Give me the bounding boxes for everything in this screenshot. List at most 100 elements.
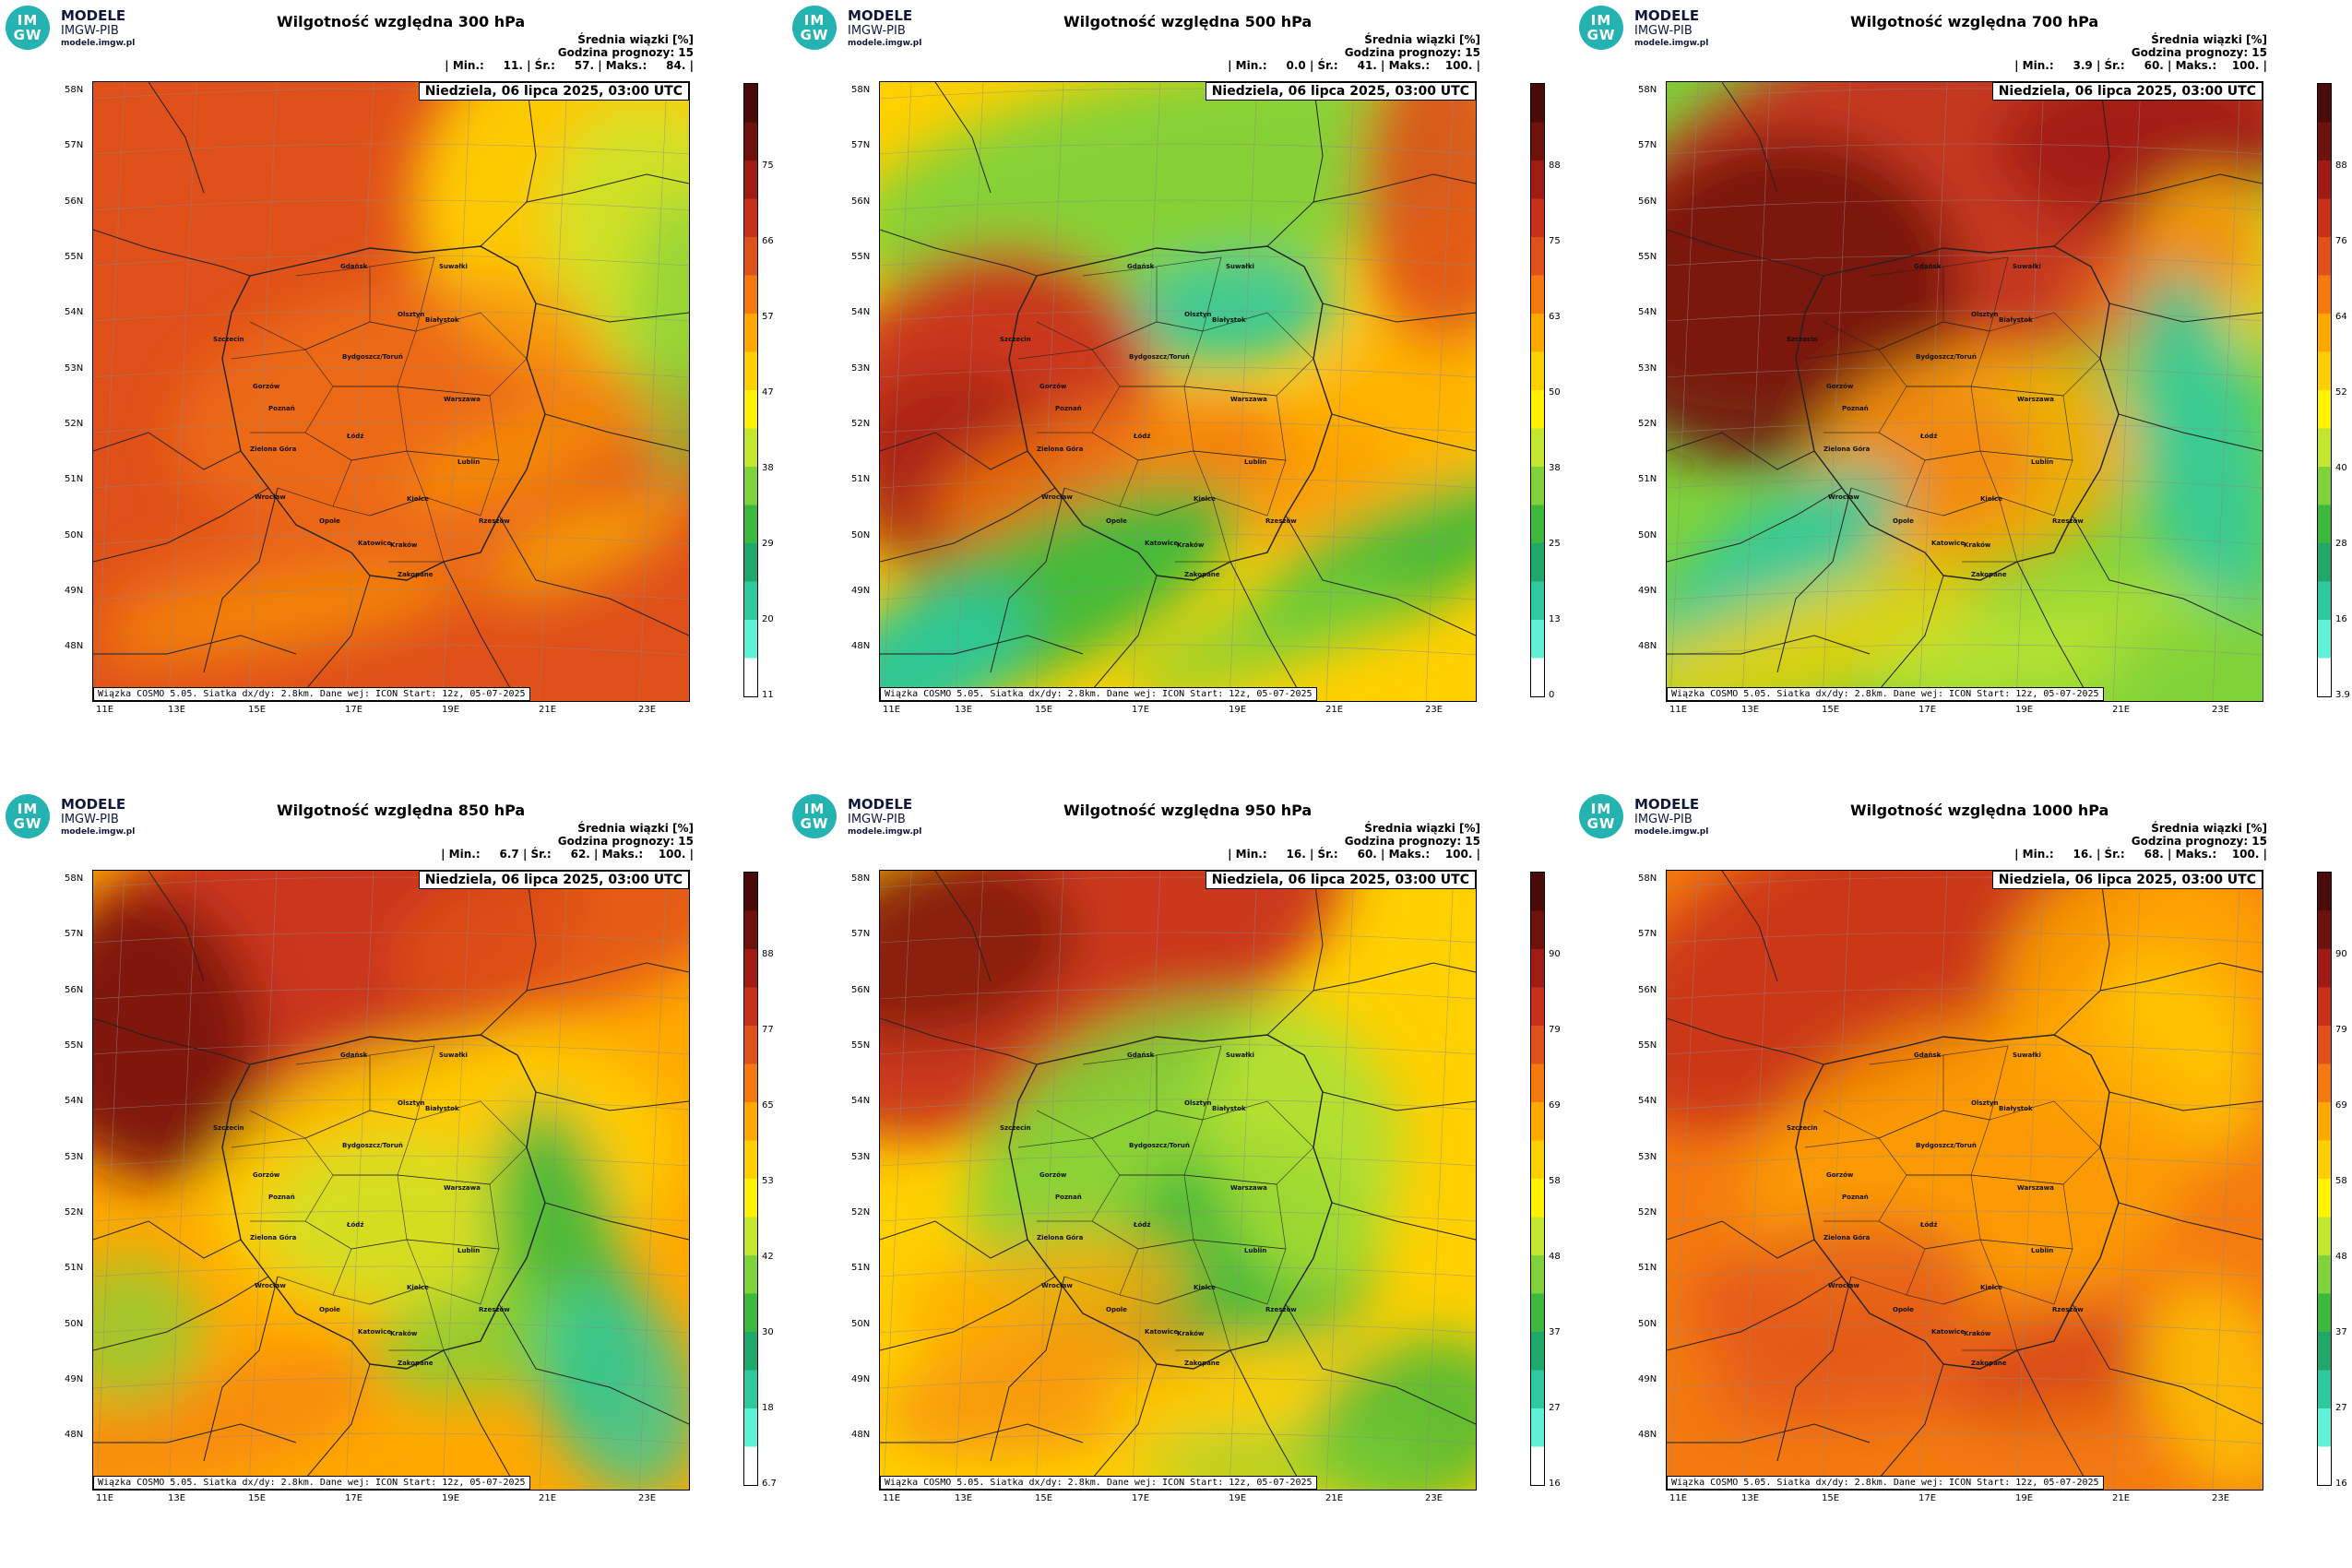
colorbar-tick: 0 (1549, 690, 1555, 700)
panel-title: Wilgotność względna 500 hPa (1063, 13, 1313, 30)
city-label: Lublin (2031, 458, 2054, 466)
city-label: Opole (1893, 517, 1914, 525)
longitude-label: 17E (345, 705, 363, 715)
latitude-label: 54N (65, 307, 84, 317)
city-label: Łódź (1920, 433, 1938, 440)
city-label: Lublin (2031, 1247, 2054, 1254)
latitude-label: 55N (1638, 1040, 1657, 1051)
longitude-label: 11E (883, 705, 901, 715)
longitude-label: 13E (955, 1493, 973, 1503)
city-label: Rzeszów (479, 517, 510, 525)
city-label: Poznań (1055, 405, 1082, 412)
latitude-label: 51N (65, 1263, 84, 1273)
city-label: Katowice (358, 540, 392, 547)
city-label: Zielona Góra (250, 1234, 297, 1241)
logo-circle-top: IM (1590, 801, 1612, 817)
city-label: Łódź (347, 1221, 364, 1229)
latitude-label: 57N (1638, 929, 1657, 939)
latitude-label: 49N (1638, 586, 1657, 596)
model-footer: Wiązka COSMO 5.05. Siatka dx/dy: 2.8km. … (1667, 1476, 2104, 1490)
longitude-label: 21E (1325, 705, 1344, 715)
stats-info: Średnia wiązki [%] Godzina prognozy: 15 | … (1228, 822, 1480, 861)
logo-line2: IMGW-PIB (61, 813, 119, 826)
latitude-label: 52N (851, 1207, 871, 1218)
stats-info: Średnia wiązki [%] Godzina prognozy: 15 | … (445, 33, 694, 72)
imgw-logo: IM GW MODELE IMGW-PIB modele.imgw.pl (792, 6, 931, 52)
latitude-label: 58N (851, 873, 871, 884)
borders (93, 871, 689, 1490)
colorbar-tick: 38 (1549, 463, 1561, 473)
colorbar-tick: 28 (2335, 539, 2347, 549)
city-label: Gdańsk (340, 1051, 368, 1059)
colorbar-tick: 6.7 (762, 1479, 777, 1489)
longitude-label: 23E (2212, 1493, 2230, 1503)
colorbar-tick: 69 (1549, 1100, 1561, 1111)
city-label: Suwałki (439, 263, 468, 270)
longitude-label: 21E (1325, 1493, 1344, 1503)
poland-border (1795, 1034, 2120, 1370)
humidity-field (93, 871, 689, 1490)
info-forecast-hour: Godzina prognozy: 15 (557, 46, 694, 59)
logo-circle-bottom: GW (1586, 815, 1616, 832)
longitude-label: 13E (1741, 1493, 1760, 1503)
colorbar-tick: 75 (762, 160, 774, 171)
city-label: Warszawa (444, 1184, 481, 1192)
graticule (880, 82, 1476, 701)
info-stats: | Min.: 16. | Śr.: 60. | Maks.: 100. | (1228, 848, 1480, 861)
latitude-label: 53N (851, 1152, 871, 1162)
poland-border (221, 245, 546, 581)
city-label: Szczecin (213, 336, 244, 343)
graticule (880, 871, 1476, 1490)
colorbar-tick: 37 (1549, 1327, 1561, 1337)
city-label: Zielona Góra (1823, 1234, 1871, 1241)
colorbar-tick: 25 (1549, 539, 1561, 549)
city-label: Gdańsk (1914, 1051, 1942, 1059)
longitude-label: 15E (1822, 705, 1840, 715)
humidity-region (1120, 256, 1341, 369)
colorbar-tick: 88 (2335, 160, 2347, 171)
humidity-region (880, 871, 1073, 1039)
longitude-label: 13E (955, 705, 973, 715)
imgw-logo: IM GW MODELE IMGW-PIB modele.imgw.pl (1579, 6, 1717, 52)
longitude-label: 23E (1425, 705, 1443, 715)
longitude-label: 15E (1035, 1493, 1053, 1503)
imgw-logo: IM GW MODELE IMGW-PIB modele.imgw.pl (792, 794, 931, 840)
city-label: Olsztyn (1184, 1099, 1212, 1107)
colorbar-tick: 57 (762, 312, 774, 322)
city-label: Olsztyn (398, 311, 425, 318)
city-label: Kraków (390, 1330, 418, 1337)
latitude-label: 53N (851, 363, 871, 374)
city-label: Gorzów (1039, 383, 1067, 390)
colorbar-tick: 48 (1549, 1252, 1561, 1262)
latitude-label: 56N (851, 985, 871, 995)
latitude-label: 52N (65, 419, 84, 429)
city-label: Warszawa (2017, 396, 2054, 403)
longitude-label: 21E (2112, 1493, 2131, 1503)
latitude-label: 55N (851, 1040, 871, 1051)
city-label: Zielona Góra (250, 445, 297, 453)
city-label: Kraków (1964, 1330, 1991, 1337)
info-mean-label: Średnia wiązki [%] (2151, 822, 2267, 835)
panel-title: Wilgotność względna 850 hPa (277, 802, 526, 819)
humidity-region (1289, 327, 1476, 502)
city-label: Kielce (1980, 495, 2002, 503)
city-label: Zakopane (1184, 571, 1220, 578)
info-forecast-hour: Godzina prognozy: 15 (1344, 46, 1480, 59)
latitude-label: 51N (851, 1263, 871, 1273)
city-label: Poznań (268, 405, 295, 412)
city-label: Katowice (1931, 1328, 1966, 1336)
borders (880, 871, 1476, 1490)
latitude-label: 49N (851, 1374, 871, 1384)
stats-info: Średnia wiązki [%] Godzina prognozy: 15 | … (2014, 33, 2267, 72)
logo-circle-icon: IM GW (792, 794, 837, 838)
colorbar-tick: 88 (762, 949, 774, 959)
latitude-label: 50N (1638, 1319, 1657, 1329)
humidity-field (1667, 871, 2263, 1490)
latitude-label: 49N (1638, 1374, 1657, 1384)
city-label: Poznań (1842, 1194, 1869, 1201)
latitude-label: 51N (1638, 474, 1657, 484)
info-mean-label: Średnia wiązki [%] (577, 33, 694, 46)
info-forecast-hour: Godzina prognozy: 15 (2131, 835, 2267, 848)
graticule (93, 871, 689, 1490)
longitude-label: 13E (168, 1493, 186, 1503)
